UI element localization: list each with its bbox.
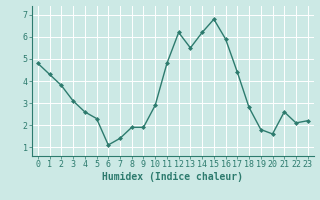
X-axis label: Humidex (Indice chaleur): Humidex (Indice chaleur) — [102, 172, 243, 182]
